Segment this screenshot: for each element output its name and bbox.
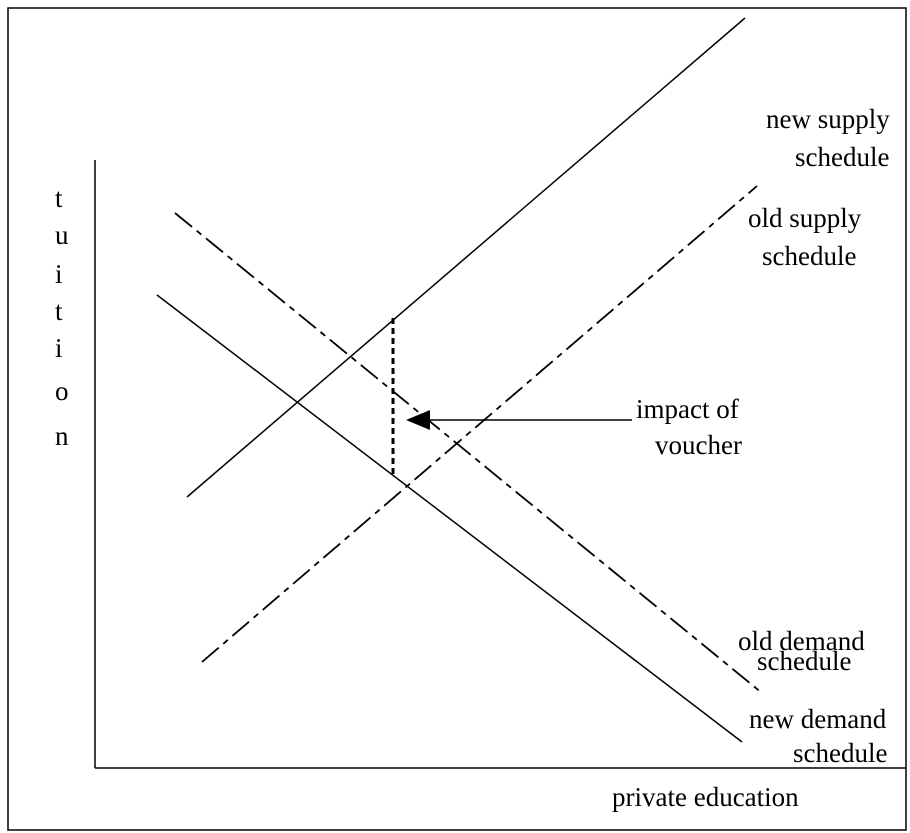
label: old supply xyxy=(748,203,862,233)
y-axis-letter: u xyxy=(55,220,69,250)
y-axis-letter: i xyxy=(55,259,63,289)
label: impact of xyxy=(636,394,739,424)
label: schedule xyxy=(762,241,856,271)
y-axis-letter: t xyxy=(55,296,63,326)
new-demand-line xyxy=(156,294,743,743)
y-axis-letter: n xyxy=(55,421,69,451)
label: schedule xyxy=(795,142,889,172)
x-axis-label: private education xyxy=(612,782,799,812)
label: schedule xyxy=(793,738,887,768)
label: voucher xyxy=(655,430,742,460)
frame xyxy=(7,7,907,831)
new-supply-line xyxy=(186,17,746,498)
label: schedule xyxy=(757,646,851,676)
old-demand-line xyxy=(174,212,763,694)
label: old demand xyxy=(738,626,865,656)
y-axis-letter: t xyxy=(55,183,63,213)
y-axis-letter: o xyxy=(55,376,69,406)
label: new demand xyxy=(749,704,887,734)
y-axis-letter: i xyxy=(55,333,63,363)
arrow-head xyxy=(406,410,430,430)
old-supply-line xyxy=(201,185,758,663)
label: new supply xyxy=(766,104,890,134)
